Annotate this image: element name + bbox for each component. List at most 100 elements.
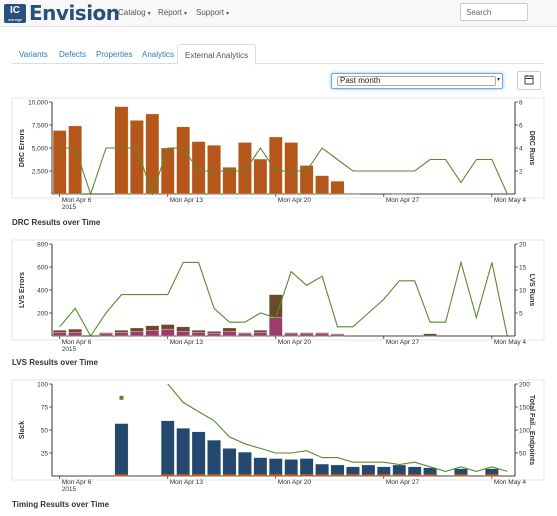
- bar-segment-upper: [315, 332, 329, 334]
- bar: [160, 147, 175, 195]
- bar-base-segment: [161, 474, 175, 476]
- y-tick-label: 75: [41, 405, 49, 412]
- bar: [207, 145, 221, 195]
- chart-frame: [11, 239, 545, 341]
- bar-base-segment: [408, 474, 422, 476]
- search-input[interactable]: Search: [460, 3, 528, 21]
- bar-segment-upper: [253, 330, 268, 333]
- bar-base-segment: [207, 474, 221, 476]
- y-tick-label: 600: [37, 265, 48, 272]
- bar: [315, 175, 329, 195]
- bar: [114, 106, 129, 195]
- x-tick-label: Mon Apr 13: [170, 339, 204, 346]
- bar: [130, 120, 144, 195]
- bar: [176, 126, 190, 195]
- bar-segment-upper: [160, 324, 175, 330]
- date-range-select[interactable]: Past month ▾: [331, 73, 503, 89]
- menu-support[interactable]: Support ▾: [196, 8, 230, 17]
- bar-base-segment: [222, 474, 237, 476]
- y-tick-label: 400: [37, 288, 48, 295]
- y2-tick-label: 100: [519, 428, 530, 435]
- x-tick-label: Mon Apr 27: [386, 197, 420, 204]
- bar-base-segment: [330, 474, 345, 476]
- calendar-button[interactable]: [517, 71, 541, 90]
- chevron-down-icon: ▾: [184, 11, 188, 17]
- bar-base-segment: [377, 474, 391, 476]
- tab-variants[interactable]: Variants: [19, 50, 48, 59]
- x-tick-label: Mon Apr 20: [278, 479, 312, 486]
- tab-defects[interactable]: Defects: [59, 50, 87, 59]
- bar: [222, 448, 237, 477]
- bar-segment-upper: [330, 333, 345, 335]
- y2-tick-label: 5: [519, 311, 523, 318]
- lvs-chart-title: LVS Results over Time: [12, 358, 98, 367]
- y2-tick-label: 6: [519, 123, 523, 130]
- x-tick-label: Mon Apr 27: [386, 339, 420, 346]
- bar: [268, 458, 283, 477]
- bar: [392, 192, 407, 195]
- y-tick-label: 2,500: [32, 169, 49, 176]
- y-tick-label: 5,000: [32, 146, 49, 153]
- bar: [176, 428, 190, 477]
- bar: [253, 457, 268, 477]
- bar-segment-lower: [176, 331, 190, 337]
- menu-catalog[interactable]: Catalog ▾: [118, 8, 151, 17]
- y-axis-label: DRC Errors: [19, 129, 26, 167]
- bar: [253, 158, 268, 195]
- y2-tick-label: 15: [519, 265, 527, 272]
- bar-segment-lower: [99, 333, 113, 337]
- date-range-value: Past month: [337, 76, 496, 86]
- bar-segment-lower: [68, 332, 82, 337]
- series-line: [59, 260, 508, 338]
- y2-tick-label: 150: [519, 405, 530, 412]
- bar-segment-lower: [222, 331, 237, 337]
- bar: [346, 192, 360, 195]
- x-tick-label: Mon Apr 13: [170, 479, 204, 486]
- bar-segment-upper: [52, 330, 67, 333]
- x-tick-label: Mon May 4: [494, 339, 527, 346]
- y2-tick-label: 200: [519, 382, 530, 389]
- y2-tick-label: 8: [519, 100, 523, 107]
- bar-segment-upper: [99, 332, 113, 334]
- bar-base-segment: [454, 474, 468, 476]
- y2-tick-label: 2: [519, 169, 523, 176]
- bar: [191, 141, 206, 195]
- bar-segment-upper: [299, 332, 314, 334]
- bar-segment-lower: [52, 332, 67, 337]
- menu-report[interactable]: Report ▾: [158, 8, 188, 17]
- bar-segment-lower: [268, 317, 283, 337]
- bar: [284, 459, 299, 477]
- bar: [238, 451, 252, 477]
- bar-base-segment: [253, 474, 267, 476]
- x-tick-label: Mon Apr 6: [62, 197, 92, 204]
- bar-segment-lower: [160, 328, 175, 337]
- calendar-icon: [524, 75, 534, 85]
- bar-segment-upper: [423, 333, 437, 337]
- y-tick-label: 800: [37, 242, 48, 249]
- bar-segment-upper: [68, 328, 82, 333]
- bar-base-segment: [423, 474, 437, 476]
- logo-badge-icon: IC manage: [4, 3, 26, 23]
- tab-properties[interactable]: Properties: [96, 50, 133, 59]
- x-tick-label: Mon Apr 13: [170, 197, 204, 204]
- bar: [52, 130, 67, 195]
- y-tick-label: 100: [37, 382, 48, 389]
- bar-base-segment: [346, 474, 360, 476]
- y2-axis-label: LVS Runs: [528, 274, 535, 307]
- bar-segment-upper: [268, 294, 283, 318]
- tab-analytics[interactable]: Analytics: [142, 50, 175, 59]
- chevron-down-icon: ▾: [226, 11, 230, 17]
- x-tick-label: 2015: [62, 204, 77, 211]
- bar-base-segment: [269, 474, 283, 476]
- tab-external-analytics[interactable]: External Analytics: [177, 44, 257, 65]
- drc-chart-title: DRC Results over Time: [12, 218, 101, 227]
- bar-base-segment: [238, 474, 252, 476]
- bar-segment-upper: [114, 330, 129, 333]
- bar-base-segment: [392, 474, 406, 476]
- app-logo[interactable]: IC manage Envision: [4, 1, 120, 25]
- bar-segment-lower: [114, 332, 129, 337]
- series-line: [59, 147, 508, 196]
- bar-base-segment: [284, 474, 298, 476]
- bar-segment-lower: [284, 333, 299, 337]
- bar: [299, 165, 314, 195]
